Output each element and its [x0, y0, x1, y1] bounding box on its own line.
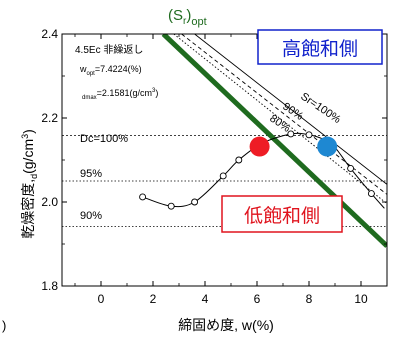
high-saturation-box: 高飽和側 — [257, 29, 383, 65]
reference-label-100: Dc=100% — [80, 133, 128, 145]
compaction-point — [191, 198, 199, 206]
compaction-point — [235, 156, 243, 164]
sr-opt-label: (Sr)opt — [168, 7, 207, 28]
x-axis-left-fragment: ) — [2, 318, 6, 333]
x-tick-label: 6 — [254, 292, 261, 306]
sr-opt-line — [161, 34, 387, 248]
x-tick-label: 2 — [150, 292, 157, 306]
compaction-point — [305, 131, 313, 139]
axis-ticks: 0 2 4 6 8 10 1.8 2.0 2.2 2.4 — [41, 27, 388, 306]
x-tick-label: 4 — [202, 292, 209, 306]
red-circle-marker — [249, 136, 270, 157]
compaction-point — [139, 193, 147, 201]
compaction-point — [347, 164, 355, 172]
markers — [249, 136, 338, 157]
y-tick-label: 2.4 — [41, 27, 58, 41]
compaction-point — [367, 190, 375, 198]
y-tick-label: 1.8 — [41, 279, 58, 293]
x-tick-label: 10 — [354, 292, 368, 306]
low-saturation-label: 低飽和側 — [244, 205, 320, 227]
y-tick-label: 2.0 — [41, 195, 58, 209]
info-wopt: wopt=7.4224(%) — [79, 64, 142, 77]
blue-circle-marker — [317, 136, 338, 157]
info-condition: 4.5Ec 非繰返し — [75, 43, 143, 56]
compaction-point — [167, 202, 175, 210]
compaction-point — [287, 130, 295, 138]
saturation-curve — [194, 34, 387, 185]
x-tick-label: 0 — [98, 292, 105, 306]
reference-label-90: 90% — [80, 210, 102, 222]
y-tick-label: 2.2 — [41, 111, 58, 125]
info-dmax: dmax=2.1581(g/cm3) — [82, 88, 158, 101]
reference-label-95: 95% — [80, 168, 102, 180]
low-saturation-box: 低飽和側 — [221, 195, 343, 233]
y-axis-title: 乾燥密度,d(g/cm3) — [20, 129, 39, 239]
compaction-point — [219, 172, 227, 180]
high-saturation-label: 高飽和側 — [282, 38, 358, 60]
x-tick-label: 8 — [306, 292, 313, 306]
x-axis-title: 締固め度, w(%) — [178, 317, 274, 333]
